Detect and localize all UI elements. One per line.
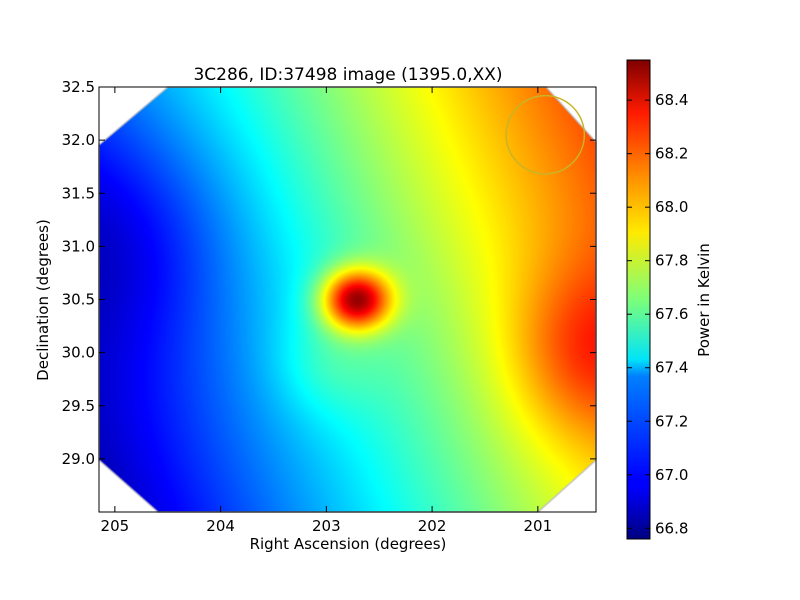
y-tick-label: 30.0: [62, 344, 95, 362]
colorbar-fill: [627, 60, 650, 539]
x-tick-label: 202: [418, 517, 447, 535]
colorbar-frame: [626, 59, 651, 540]
y-tick-label: 29.5: [62, 397, 95, 415]
colorbar: 66.8 67.0 67.2 67.4 67.6 67.8 68.0 68.2 68.4 Pow…: [626, 59, 713, 540]
heatmap-image: [99, 87, 596, 512]
y-tick-label: 32.0: [62, 131, 95, 149]
colorbar-tick-label: 68.0: [655, 198, 688, 216]
colorbar-tick-label: 67.6: [655, 305, 688, 323]
colorbar-tick-label: 67.0: [655, 466, 688, 484]
colorbar-tick-label: 68.4: [655, 91, 688, 109]
y-tick-label: 29.0: [62, 450, 95, 468]
colorbar-ticks: 66.8 67.0 67.2 67.4 67.6 67.8 68.0 68.2 68.4: [627, 91, 688, 537]
colorbar-label: Power in Kelvin: [695, 243, 713, 357]
colorbar-tick-label: 67.4: [655, 359, 688, 377]
x-tick-label: 205: [101, 517, 130, 535]
chart-title: 3C286, ID:37498 image (1395.0,XX): [193, 65, 502, 85]
y-tick-label: 32.5: [62, 78, 95, 96]
y-tick-label: 31.5: [62, 184, 95, 202]
beam-circle: [505, 94, 586, 175]
y-tick-label: 31.0: [62, 237, 95, 255]
heatmap-group: [98, 86, 597, 513]
x-tick-label: 204: [206, 517, 235, 535]
colorbar-tick-label: 68.2: [655, 145, 688, 163]
colorbar-tick-label: 67.8: [655, 252, 688, 270]
y-tick-label: 30.5: [62, 291, 95, 309]
y-axis-ticks: 29.0 29.5 30.0 30.5 31.0 31.5 32.0 32.5: [62, 78, 596, 468]
x-tick-label: 203: [312, 517, 341, 535]
colorbar-tick-label: 67.2: [655, 412, 688, 430]
y-axis-label: Declination (degrees): [34, 219, 52, 381]
x-tick-label: 201: [524, 517, 553, 535]
x-axis-ticks: 205 204 203 202 201: [101, 87, 553, 535]
x-axis-label: Right Ascension (degrees): [250, 535, 447, 553]
colorbar-tick-label: 66.8: [655, 519, 688, 537]
